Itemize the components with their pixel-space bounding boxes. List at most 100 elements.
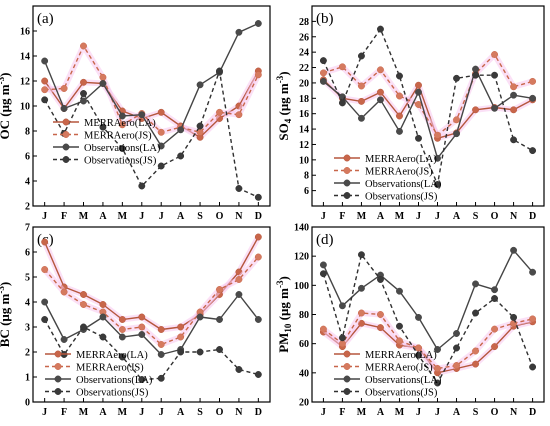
data-point (415, 313, 422, 321)
data-point (157, 341, 165, 348)
legend-label: MERRAero(LA) (76, 350, 148, 361)
data-point (453, 74, 460, 82)
series-line-2 (322, 249, 534, 351)
data-point (319, 57, 327, 65)
data-point (472, 347, 479, 355)
x-tick-label: M (79, 407, 89, 418)
legend-swatch-marker (343, 363, 351, 370)
x-tick-label: D (255, 211, 262, 222)
y-tick-label: 16 (20, 27, 30, 38)
y-tick-label: 12 (20, 77, 30, 88)
data-point (157, 326, 165, 333)
data-point (118, 112, 126, 120)
y-axis-label-main: BC (0, 329, 12, 347)
legend-swatch-marker (343, 375, 351, 383)
data-point (510, 136, 518, 144)
y-axis-label-unit: (μg m (276, 83, 291, 115)
y-axis-label-unit: (μg m (0, 84, 12, 116)
data-point (472, 106, 479, 114)
legend-swatch-marker (54, 375, 62, 383)
y-tick-label: 7 (25, 223, 30, 234)
x-tick-label: N (235, 407, 243, 418)
data-point (138, 331, 146, 338)
data-point (254, 316, 262, 323)
data-point (510, 319, 518, 327)
y-axis-label-superscript: -3 (0, 76, 6, 84)
data-point (118, 333, 126, 341)
data-point (453, 362, 460, 369)
data-point (60, 336, 68, 343)
data-point (99, 313, 107, 321)
y-tick-label: 0 (25, 398, 30, 409)
data-point (177, 152, 185, 160)
legend-swatch-marker (62, 143, 70, 151)
legend-swatch-marker (62, 131, 70, 138)
x-tick-label: A (99, 211, 107, 222)
x-tick-label: A (377, 407, 385, 418)
y-tick-label: 4 (25, 177, 30, 188)
x-tick-label: M (395, 407, 405, 418)
data-point (216, 67, 223, 75)
data-point (415, 81, 422, 89)
legend-swatch-marker (62, 118, 70, 126)
data-point (377, 66, 384, 74)
y-axis-label-superscript: -3 (275, 75, 285, 83)
data-point (396, 72, 403, 80)
legend-swatch-marker (343, 388, 351, 395)
y-tick-label: 20 (299, 78, 309, 89)
series-line-0 (44, 70, 259, 139)
x-tick-label: O (491, 211, 499, 222)
data-point (434, 154, 441, 162)
plot-frame (311, 5, 545, 207)
data-point (177, 348, 185, 356)
data-point (510, 313, 518, 321)
x-tick-label: J (42, 211, 47, 222)
data-point (118, 353, 126, 361)
data-point (235, 276, 243, 283)
data-point (41, 298, 49, 306)
y-tick-label: 14 (20, 52, 30, 63)
x-tick-label: J (435, 407, 440, 418)
x-tick-label: J (159, 407, 164, 418)
y-axis-label-main: OC (0, 120, 12, 140)
data-point (377, 311, 384, 318)
data-point (216, 316, 223, 323)
panel-label: (a) (37, 11, 54, 27)
series-line-2 (322, 68, 533, 160)
y-tick-label: 28 (299, 17, 309, 28)
y-tick-label: 6 (25, 152, 30, 163)
x-tick-label: N (510, 211, 518, 222)
data-point (254, 253, 262, 261)
x-tick-label: M (395, 211, 405, 222)
data-point (80, 291, 87, 298)
y-axis-label-subscript: 4 (283, 118, 293, 123)
y-axis-label-main: PM (276, 333, 291, 353)
data-point (41, 77, 49, 85)
data-point (216, 346, 223, 353)
data-point (357, 309, 365, 317)
data-point (41, 238, 49, 246)
data-point (41, 316, 49, 323)
legend-swatch-marker (343, 167, 351, 174)
data-point (254, 371, 262, 378)
x-tick-label: S (473, 407, 479, 418)
data-point (357, 52, 365, 60)
data-point (177, 126, 185, 134)
data-point (80, 323, 87, 331)
data-point (235, 28, 243, 36)
x-tick-label: J (416, 407, 421, 418)
y-axis-label-superscript: -3 (275, 280, 285, 288)
data-point (491, 104, 499, 112)
legend-swatch-marker (54, 363, 62, 370)
legend-swatch-marker (54, 388, 62, 395)
data-point (235, 111, 243, 119)
x-tick-label: S (473, 211, 479, 222)
data-point (41, 266, 49, 273)
data-point (357, 82, 365, 90)
y-tick-label: 80 (299, 310, 309, 321)
y-tick-label: 24 (299, 48, 309, 59)
data-point (157, 162, 165, 170)
data-point (138, 376, 146, 383)
data-point (177, 323, 185, 331)
